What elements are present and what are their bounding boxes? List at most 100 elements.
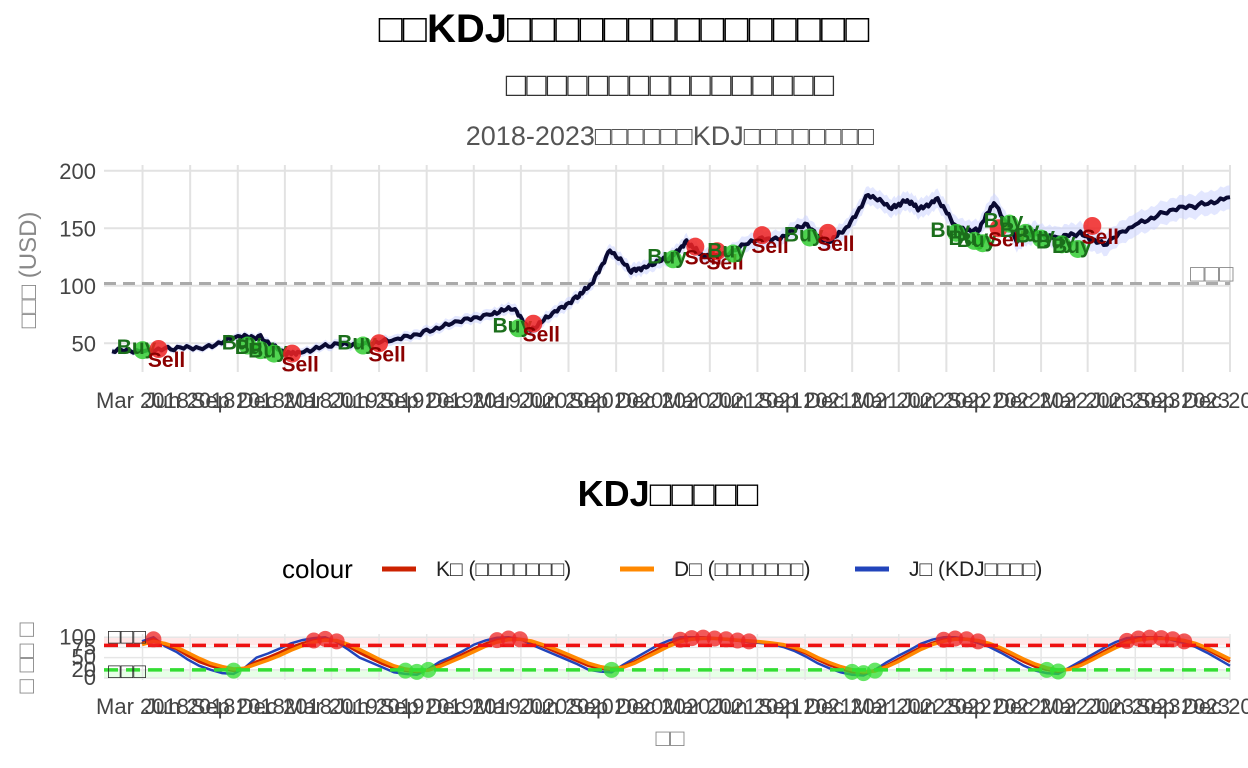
kdj-x-axis-title: □□ [656, 725, 685, 752]
price-x-tick: Mar 2021 [663, 388, 756, 413]
price-x-tick: Dec 2021 [805, 388, 899, 413]
buy-point [354, 336, 373, 355]
price-y-tick: 200 [59, 159, 96, 184]
kdj-x-tick: Mar 2020 [474, 694, 567, 719]
kdj-y-tick: 75 [72, 634, 96, 659]
price-x-tick: Sep 2023 [1136, 388, 1230, 413]
price-y-axis-title: □□□ (USD) [15, 212, 42, 329]
sell-point [370, 334, 389, 353]
price-x-tick: Jun 2021 [712, 388, 803, 413]
sell-point [753, 226, 772, 245]
price-y-tick: 50 [72, 331, 96, 356]
sell-point [283, 344, 302, 363]
sell-point [708, 242, 727, 261]
buy-label: Buy [1036, 230, 1076, 253]
price-x-tick: Dec 2022 [994, 388, 1088, 413]
kdj-x-tick: Jun 2019 [334, 694, 425, 719]
sell-label: Sell [1082, 226, 1119, 249]
overbought-point [729, 632, 746, 649]
price-x-tick: Dec 2020 [616, 388, 710, 413]
overbought-point [1141, 629, 1158, 646]
overbought-point [328, 633, 345, 650]
oversold-point [225, 662, 242, 679]
buy-label: Buy [1000, 219, 1040, 242]
buy-point [664, 250, 683, 269]
price-x-tick: Dec 2019 [427, 388, 521, 413]
buy-label: Buy [984, 210, 1024, 233]
overbought-point [740, 633, 757, 650]
kdj-x-tick: Dec 2019 [427, 694, 521, 719]
price-x-tick: Dec 2023 [1183, 388, 1248, 413]
sell-point [524, 314, 543, 333]
sell-label: Sell [988, 228, 1025, 251]
price-y-tick: 100 [59, 274, 96, 299]
buy-point [1016, 223, 1035, 242]
price-x-tick: Sep 2022 [947, 388, 1041, 413]
oversold-point [420, 661, 437, 678]
buy-point [1052, 235, 1071, 254]
buy-label: Buy [784, 223, 824, 246]
caption: 2018-2023□□□□□□KDJ□□□□□□□□ [466, 121, 875, 151]
overbought-point [683, 630, 700, 647]
sell-point [686, 237, 705, 256]
sell-label: Sell [751, 235, 788, 258]
legend-title: colour [282, 554, 353, 584]
price-x-tick: Mar 2018 [96, 388, 189, 413]
trade-signals: BuySellBuyBuyBuySellBuySellBuySellBuySel… [117, 210, 1119, 377]
overbought-point [947, 630, 964, 647]
kdj-x-tick: Mar 2022 [852, 694, 945, 719]
price-x-tick: Sep 2019 [380, 388, 474, 413]
oversold-point [866, 662, 883, 679]
buy-point [251, 341, 270, 360]
price-x-tick: Mar 2023 [1041, 388, 1134, 413]
sell-label: Sell [281, 354, 318, 377]
buy-point [1068, 239, 1087, 258]
overbought-point [970, 633, 987, 650]
overbought-point [511, 631, 528, 648]
buy-point [509, 319, 528, 338]
sell-point [818, 223, 837, 242]
sell-point [149, 340, 168, 358]
price-x-tick: Mar 2022 [852, 388, 945, 413]
sell-label: Sell [817, 233, 854, 256]
sell-label: Sell [368, 343, 405, 366]
buy-label: Buy [707, 240, 747, 263]
price-x-tick: Jun 2022 [901, 388, 992, 413]
buy-label: Buy [930, 219, 970, 242]
kdj-x-tick: Dec 2023 [1183, 694, 1248, 719]
main-title: □□KDJ□□□□□□□□□□□□□□□ [379, 7, 870, 51]
kdj-x-tick: Dec 2021 [805, 694, 899, 719]
price-x-tick: Mar 2019 [285, 388, 378, 413]
kdj-signal-points [145, 629, 1193, 682]
buy-point [265, 344, 284, 363]
buy-label: Buy [117, 336, 157, 359]
overbought-point [145, 631, 162, 648]
price-x-tick: Jun 2020 [523, 388, 614, 413]
kdj-x-tick: Jun 2018 [145, 694, 236, 719]
reference-line-label: □□□ [1190, 260, 1234, 287]
kdj-x-tick: Sep 2023 [1136, 694, 1230, 719]
price-x-tick: Sep 2018 [191, 388, 285, 413]
price-x-tick: Dec 2018 [238, 388, 332, 413]
oversold-point [1050, 663, 1067, 680]
buy-point [800, 228, 819, 247]
kdj-x-tick: Sep 2018 [191, 694, 285, 719]
buy-label: Buy [1015, 225, 1055, 248]
kdj-x-tick: Mar 2023 [1041, 694, 1134, 719]
price-x-tick: Jun 2019 [334, 388, 425, 413]
buy-point [947, 223, 966, 242]
buy-label: Buy [248, 340, 288, 363]
kdj-x-tick: Sep 2020 [569, 694, 663, 719]
price-x-tick: Sep 2021 [758, 388, 852, 413]
buy-point [1000, 214, 1019, 233]
legend-label-d: D□ (□□□□□□□) [674, 558, 810, 581]
overbought-point [1130, 630, 1147, 647]
price-x-tick: Jun 2018 [145, 388, 236, 413]
kdj-y-tick: 0 [84, 665, 96, 690]
kdj-y-axis-title: □ □□ □ [13, 622, 40, 694]
price-x-tick: Jun 2023 [1090, 388, 1181, 413]
